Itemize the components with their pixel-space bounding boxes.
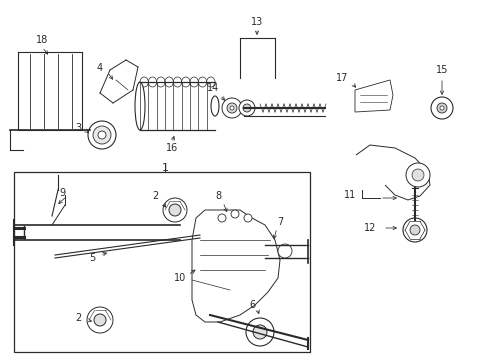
Circle shape xyxy=(411,169,423,181)
Text: 9: 9 xyxy=(59,188,65,198)
Circle shape xyxy=(439,106,443,110)
Circle shape xyxy=(436,103,446,113)
Circle shape xyxy=(239,100,254,116)
Text: 17: 17 xyxy=(335,73,347,83)
Circle shape xyxy=(94,314,106,326)
Text: 6: 6 xyxy=(248,300,255,310)
Text: 12: 12 xyxy=(363,223,375,233)
Circle shape xyxy=(226,103,237,113)
Circle shape xyxy=(252,325,266,339)
Circle shape xyxy=(402,218,426,242)
Circle shape xyxy=(244,214,251,222)
Text: 7: 7 xyxy=(276,217,283,227)
Text: 4: 4 xyxy=(97,63,103,73)
Text: 1: 1 xyxy=(161,163,168,173)
Text: 8: 8 xyxy=(215,191,221,201)
Circle shape xyxy=(169,204,181,216)
Text: 16: 16 xyxy=(165,143,178,153)
Ellipse shape xyxy=(135,82,145,130)
Text: 11: 11 xyxy=(343,190,355,200)
Circle shape xyxy=(87,307,113,333)
Circle shape xyxy=(405,163,429,187)
Bar xyxy=(14,172,309,352)
Text: 5: 5 xyxy=(89,253,95,263)
Text: 2: 2 xyxy=(75,313,81,323)
Circle shape xyxy=(229,106,234,110)
Circle shape xyxy=(243,104,250,112)
Circle shape xyxy=(222,98,242,118)
Circle shape xyxy=(88,121,116,149)
Circle shape xyxy=(230,210,239,218)
Text: 3: 3 xyxy=(75,123,81,133)
Circle shape xyxy=(163,198,186,222)
Text: 15: 15 xyxy=(435,65,447,75)
Text: 10: 10 xyxy=(174,273,186,283)
Circle shape xyxy=(218,214,225,222)
Text: 13: 13 xyxy=(250,17,263,27)
Text: 18: 18 xyxy=(36,35,48,45)
Circle shape xyxy=(93,126,111,144)
Text: 2: 2 xyxy=(152,191,158,201)
Circle shape xyxy=(98,131,106,139)
Circle shape xyxy=(430,97,452,119)
Circle shape xyxy=(245,318,273,346)
Circle shape xyxy=(278,244,291,258)
Text: 14: 14 xyxy=(206,83,219,93)
Ellipse shape xyxy=(210,96,219,116)
Circle shape xyxy=(409,225,419,235)
